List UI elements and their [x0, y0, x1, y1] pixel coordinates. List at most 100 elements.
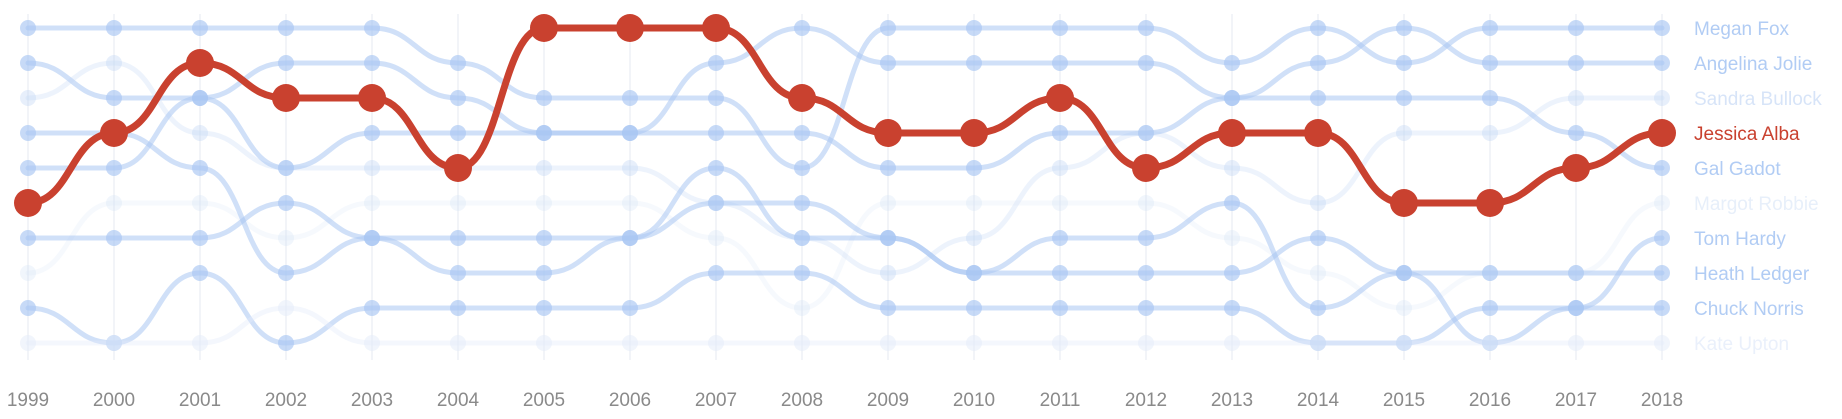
data-point-jessica-alba-2008[interactable] [788, 84, 816, 112]
data-point-margot-robbie-2007[interactable] [708, 230, 724, 246]
data-point-margot-robbie-2012[interactable] [1138, 195, 1154, 211]
data-point-heath-ledger-2015[interactable] [1396, 265, 1412, 281]
series-line-megan-fox[interactable] [25, 25, 1665, 171]
data-point-margot-robbie-2008[interactable] [794, 300, 810, 316]
data-point-gal-gadot-2001[interactable] [192, 90, 208, 106]
data-point-megan-fox-2006[interactable] [622, 90, 638, 106]
data-point-margot-robbie-2010[interactable] [966, 195, 982, 211]
data-point-heath-ledger-2012[interactable] [1138, 265, 1154, 281]
data-point-angelina-jolie-2008[interactable] [794, 20, 810, 36]
data-point-gal-gadot-2014[interactable] [1310, 90, 1326, 106]
data-point-sandra-bullock-2009[interactable] [880, 265, 896, 281]
data-point-angelina-jolie-2012[interactable] [1138, 55, 1154, 71]
data-point-megan-fox-2004[interactable] [450, 55, 466, 71]
data-point-kate-upton-1999[interactable] [20, 335, 36, 351]
data-point-sandra-bullock-2003[interactable] [364, 160, 380, 176]
data-point-gal-gadot-2000[interactable] [106, 160, 122, 176]
legend-item-chuck-norris[interactable]: Chuck Norris [1694, 299, 1804, 320]
data-point-kate-upton-2014[interactable] [1310, 335, 1326, 351]
data-point-angelina-jolie-2004[interactable] [450, 90, 466, 106]
data-point-jessica-alba-2016[interactable] [1476, 189, 1504, 217]
data-point-jessica-alba-2015[interactable] [1390, 189, 1418, 217]
data-point-jessica-alba-2011[interactable] [1046, 84, 1074, 112]
data-point-heath-ledger-2014[interactable] [1310, 230, 1326, 246]
data-point-megan-fox-2003[interactable] [364, 20, 380, 36]
data-point-megan-fox-2008[interactable] [794, 160, 810, 176]
data-point-heath-ledger-1999[interactable] [20, 125, 36, 141]
data-point-margot-robbie-2014[interactable] [1310, 265, 1326, 281]
data-point-margot-robbie-2000[interactable] [106, 195, 122, 211]
legend-item-angelina-jolie[interactable]: Angelina Jolie [1694, 54, 1812, 75]
data-point-chuck-norris-2004[interactable] [450, 300, 466, 316]
data-point-margot-robbie-2001[interactable] [192, 195, 208, 211]
legend[interactable]: Megan Fox Angelina Jolie Sandra Bullock Jes… [1694, 19, 1822, 355]
data-point-megan-fox-1999[interactable] [20, 20, 36, 36]
data-point-angelina-jolie-2016[interactable] [1482, 55, 1498, 71]
data-point-margot-robbie-2003[interactable] [364, 195, 380, 211]
data-point-gal-gadot-2017[interactable] [1568, 125, 1584, 141]
data-point-angelina-jolie-2000[interactable] [106, 90, 122, 106]
data-point-megan-fox-2012[interactable] [1138, 20, 1154, 36]
data-point-angelina-jolie-2015[interactable] [1396, 20, 1412, 36]
data-point-kate-upton-2000[interactable] [106, 335, 122, 351]
data-point-angelina-jolie-2009[interactable] [880, 55, 896, 71]
data-point-heath-ledger-2009[interactable] [880, 230, 896, 246]
data-point-jessica-alba-2014[interactable] [1304, 119, 1332, 147]
data-point-tom-hardy-2004[interactable] [450, 230, 466, 246]
data-point-kate-upton-2017[interactable] [1568, 335, 1584, 351]
data-point-gal-gadot-2018[interactable] [1654, 160, 1670, 176]
data-point-angelina-jolie-1999[interactable] [20, 55, 36, 71]
data-point-chuck-norris-2007[interactable] [708, 265, 724, 281]
data-point-tom-hardy-2007[interactable] [708, 195, 724, 211]
data-point-megan-fox-2007[interactable] [708, 90, 724, 106]
legend-item-sandra-bullock[interactable]: Sandra Bullock [1694, 89, 1822, 110]
data-point-tom-hardy-2011[interactable] [1052, 230, 1068, 246]
data-point-kate-upton-2012[interactable] [1138, 335, 1154, 351]
data-point-heath-ledger-2016[interactable] [1482, 265, 1498, 281]
data-point-angelina-jolie-2007[interactable] [708, 55, 724, 71]
data-point-megan-fox-2005[interactable] [536, 90, 552, 106]
data-point-sandra-bullock-2011[interactable] [1052, 160, 1068, 176]
series-line-kate-upton[interactable] [25, 305, 1665, 346]
data-point-megan-fox-2009[interactable] [880, 20, 896, 36]
data-point-gal-gadot-2015[interactable] [1396, 90, 1412, 106]
data-point-chuck-norris-2001[interactable] [192, 265, 208, 281]
data-point-heath-ledger-2006[interactable] [622, 230, 638, 246]
data-point-gal-gadot-2013[interactable] [1224, 90, 1240, 106]
data-point-megan-fox-2016[interactable] [1482, 20, 1498, 36]
data-point-heath-ledger-2003[interactable] [364, 230, 380, 246]
legend-item-tom-hardy[interactable]: Tom Hardy [1694, 229, 1786, 250]
data-point-kate-upton-2001[interactable] [192, 335, 208, 351]
data-point-megan-fox-2010[interactable] [966, 20, 982, 36]
data-point-jessica-alba-1999[interactable] [14, 189, 42, 217]
data-point-jessica-alba-2007[interactable] [702, 14, 730, 42]
data-point-megan-fox-2001[interactable] [192, 20, 208, 36]
data-point-gal-gadot-2004[interactable] [450, 125, 466, 141]
data-point-megan-fox-2000[interactable] [106, 20, 122, 36]
data-point-margot-robbie-2004[interactable] [450, 195, 466, 211]
data-point-margot-robbie-1999[interactable] [20, 265, 36, 281]
data-point-megan-fox-2017[interactable] [1568, 20, 1584, 36]
legend-item-margot-robbie[interactable]: Margot Robbie [1694, 194, 1819, 215]
data-point-sandra-bullock-2010[interactable] [966, 230, 982, 246]
data-point-kate-upton-2005[interactable] [536, 335, 552, 351]
data-point-jessica-alba-2000[interactable] [100, 119, 128, 147]
data-point-kate-upton-2011[interactable] [1052, 335, 1068, 351]
data-point-chuck-norris-2002[interactable] [278, 335, 294, 351]
data-point-gal-gadot-2016[interactable] [1482, 90, 1498, 106]
data-point-chuck-norris-2016[interactable] [1482, 300, 1498, 316]
data-point-gal-gadot-2006[interactable] [622, 125, 638, 141]
data-point-heath-ledger-2001[interactable] [192, 160, 208, 176]
data-point-margot-robbie-2005[interactable] [536, 195, 552, 211]
data-point-chuck-norris-2005[interactable] [536, 300, 552, 316]
data-point-kate-upton-2016[interactable] [1482, 335, 1498, 351]
data-point-chuck-norris-2012[interactable] [1138, 300, 1154, 316]
data-point-angelina-jolie-2018[interactable] [1654, 55, 1670, 71]
data-point-gal-gadot-2002[interactable] [278, 160, 294, 176]
data-point-margot-robbie-2011[interactable] [1052, 195, 1068, 211]
data-point-heath-ledger-2008[interactable] [794, 230, 810, 246]
legend-item-heath-ledger[interactable]: Heath Ledger [1694, 264, 1810, 285]
data-point-angelina-jolie-2010[interactable] [966, 55, 982, 71]
data-point-chuck-norris-2003[interactable] [364, 300, 380, 316]
data-point-heath-ledger-2011[interactable] [1052, 265, 1068, 281]
